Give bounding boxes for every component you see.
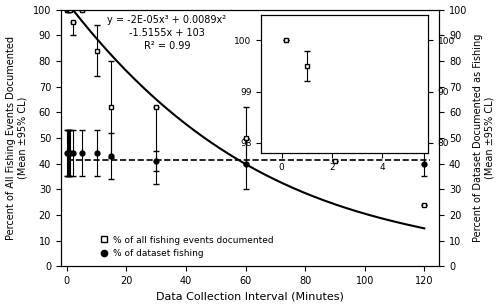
Y-axis label: Percent of Dataset Documented as Fishing
(Mean ±95% CL): Percent of Dataset Documented as Fishing… — [473, 34, 494, 242]
Legend: % of all fishing events documented, % of dataset fishing: % of all fishing events documented, % of… — [96, 232, 277, 262]
Text: y = -2E-05x³ + 0.0089x²
-1.5155x + 103
R² = 0.99: y = -2E-05x³ + 0.0089x² -1.5155x + 103 R… — [107, 15, 226, 51]
Y-axis label: Percent of All Fishing Events Documented
(Mean ±95% CL): Percent of All Fishing Events Documented… — [6, 36, 27, 240]
X-axis label: Data Collection Interval (Minutes): Data Collection Interval (Minutes) — [156, 291, 344, 301]
